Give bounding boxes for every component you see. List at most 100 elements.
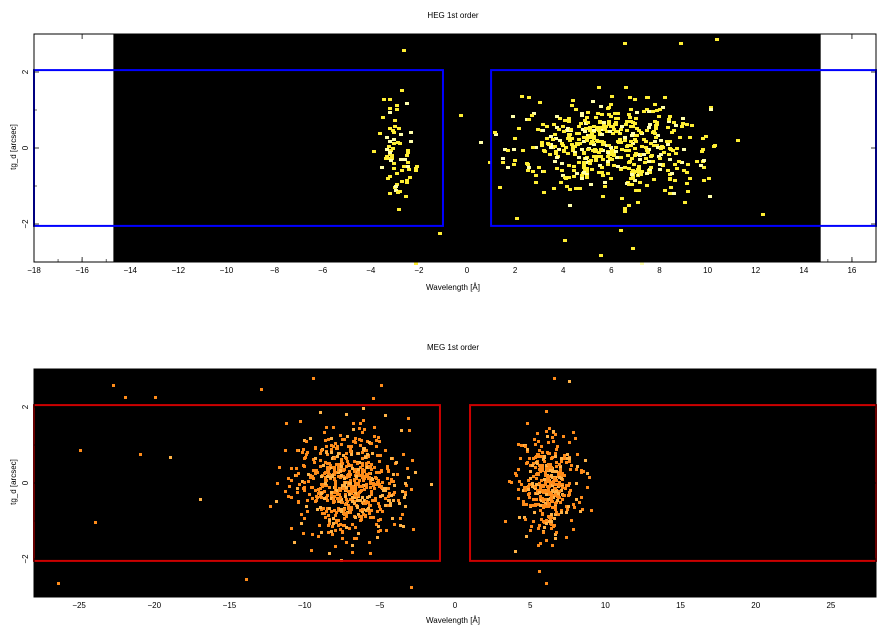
meg-event-118: [356, 499, 359, 502]
meg-event-306: [323, 497, 326, 500]
heg-event-588: [583, 130, 587, 133]
meg-event-325: [346, 474, 349, 477]
meg-event-79: [290, 496, 293, 499]
meg-event-293: [361, 508, 364, 511]
heg-event-34: [388, 151, 392, 154]
heg-event-514: [614, 130, 618, 133]
meg-event-462: [337, 507, 340, 510]
meg-event-859: [550, 466, 553, 469]
meg-event-875: [568, 491, 571, 494]
heg-event-116: [638, 158, 642, 161]
meg-event-883: [549, 483, 552, 486]
heg-event-135: [540, 141, 544, 144]
meg-event-177: [340, 458, 343, 461]
heg-event-187: [567, 135, 571, 138]
heg-event-97: [645, 129, 649, 132]
meg-event-998: [525, 535, 528, 538]
meg-event-1044: [553, 377, 556, 380]
meg-event-94: [332, 445, 335, 448]
meg-event-1012: [535, 461, 538, 464]
meg-event-831: [548, 516, 551, 519]
meg-event-925: [535, 455, 538, 458]
meg-event-527: [373, 487, 376, 490]
heg-event-451: [642, 153, 646, 156]
meg-event-454: [288, 485, 291, 488]
meg-event-423: [372, 484, 375, 487]
meg-event-196: [354, 489, 357, 492]
heg-event-53: [395, 104, 399, 107]
heg-event-539: [565, 185, 569, 188]
heg-event-296: [675, 147, 679, 150]
meg-event-750: [554, 513, 557, 516]
heg-event-500: [582, 136, 586, 139]
heg-event-75: [686, 163, 690, 166]
meg-event-508: [311, 486, 314, 489]
meg-event-144: [320, 531, 323, 534]
meg-event-489: [352, 422, 355, 425]
heg-event-578: [596, 112, 600, 115]
meg-xtick-label: 15: [676, 601, 685, 610]
meg-event-466: [347, 463, 350, 466]
heg-event-343: [606, 163, 610, 166]
heg-event-364: [588, 134, 592, 137]
meg-event-107: [350, 445, 353, 448]
meg-event-735: [551, 544, 554, 547]
heg-event-175: [619, 128, 623, 131]
meg-event-848: [545, 410, 548, 413]
meg-event-913: [544, 498, 547, 501]
heg-event-301: [568, 188, 572, 191]
meg-event-730: [545, 490, 548, 493]
meg-event-123: [306, 510, 309, 513]
heg-event-101: [681, 117, 685, 120]
meg-event-877: [538, 524, 541, 527]
heg-event-152: [560, 142, 564, 145]
meg-event-636: [350, 506, 353, 509]
meg-event-199: [365, 500, 368, 503]
meg-event-408: [326, 462, 329, 465]
meg-event-531: [390, 478, 393, 481]
meg-event-722: [554, 491, 557, 494]
meg-event-383: [365, 483, 368, 486]
heg-event-204: [567, 117, 571, 120]
heg-event-435: [627, 113, 631, 116]
meg-event-806: [586, 472, 589, 475]
heg-event-461: [567, 164, 571, 167]
meg-event-518: [348, 527, 351, 530]
heg-event-360: [585, 170, 589, 173]
heg-event-549: [639, 173, 643, 176]
heg-event-480: [603, 185, 607, 188]
meg-event-843: [560, 489, 563, 492]
heg-event-355: [585, 116, 589, 119]
meg-event-438: [354, 492, 357, 495]
heg-event-335: [501, 157, 505, 160]
heg-event-344: [592, 129, 596, 132]
heg-event-68: [394, 185, 398, 188]
meg-event-500: [390, 494, 393, 497]
heg-event-218: [685, 182, 689, 185]
meg-event-216: [377, 519, 380, 522]
heg-event-546: [618, 138, 622, 141]
heg-event-420: [580, 174, 584, 177]
heg-event-595: [715, 38, 719, 41]
meg-event-561: [353, 440, 356, 443]
meg-event-902: [527, 485, 530, 488]
meg-event-556: [316, 508, 319, 511]
meg-event-637: [412, 528, 415, 531]
heg-event-533: [600, 133, 604, 136]
heg-event-74: [599, 155, 603, 158]
heg-event-141: [616, 165, 620, 168]
heg-event-527: [602, 121, 606, 124]
heg-event-459: [668, 192, 672, 195]
meg-event-366: [369, 516, 372, 519]
meg-event-897: [573, 506, 576, 509]
heg-event-483: [578, 187, 582, 190]
heg-event-256: [608, 153, 612, 156]
meg-event-505: [363, 477, 366, 480]
meg-event-89: [330, 444, 333, 447]
meg-event-836: [554, 483, 557, 486]
meg-event-138: [331, 533, 334, 536]
meg-event-581: [357, 452, 360, 455]
heg-event-125: [561, 174, 565, 177]
meg-event-62: [392, 493, 395, 496]
heg-event-222: [520, 95, 524, 98]
